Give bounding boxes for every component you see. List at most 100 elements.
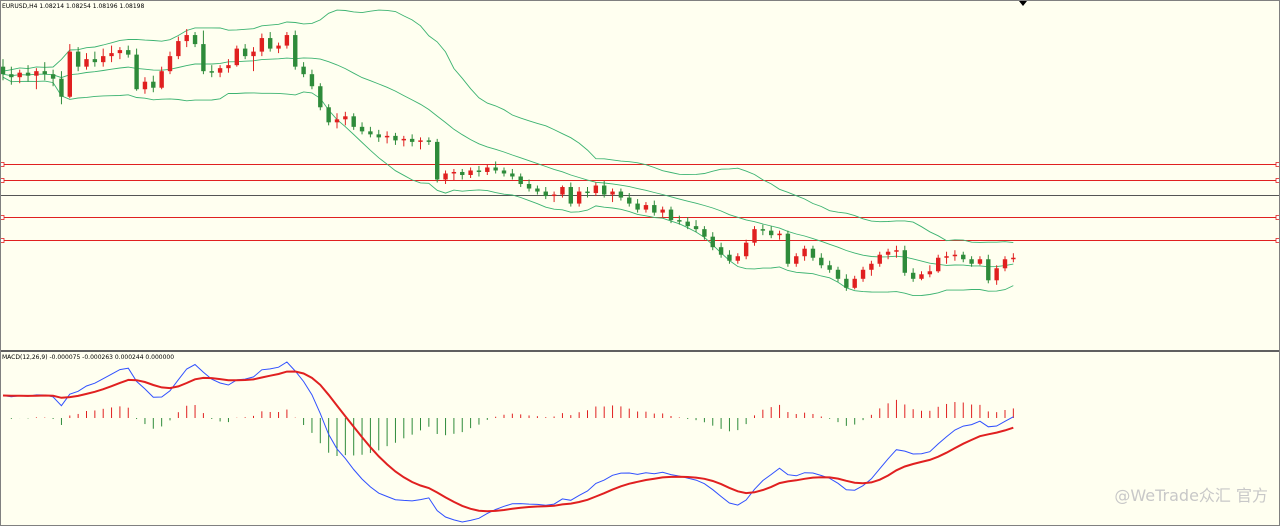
candle-body bbox=[426, 140, 432, 142]
candle-body bbox=[652, 205, 657, 213]
candle-body bbox=[602, 185, 607, 195]
candle-body bbox=[501, 170, 507, 174]
candle-body bbox=[952, 254, 958, 257]
candle-body bbox=[418, 140, 423, 142]
candle-body bbox=[159, 71, 164, 88]
candle-body bbox=[785, 233, 791, 264]
level-handle-left bbox=[0, 238, 5, 243]
candle-body bbox=[42, 71, 47, 75]
candle-body bbox=[435, 141, 440, 180]
candle-body bbox=[67, 51, 72, 97]
chart-shift-marker[interactable] bbox=[1019, 1, 1027, 6]
candle-body bbox=[17, 72, 22, 78]
candle-body bbox=[877, 254, 882, 264]
candle-body bbox=[259, 38, 265, 52]
candle-body bbox=[59, 78, 64, 97]
candle-body bbox=[334, 119, 340, 123]
candle-body bbox=[1011, 257, 1016, 260]
candle-body bbox=[894, 250, 899, 252]
candle-body bbox=[794, 256, 799, 264]
level-handle-left bbox=[0, 162, 5, 167]
candle-body bbox=[610, 191, 615, 195]
candle-body bbox=[476, 170, 482, 172]
candle-body bbox=[1002, 259, 1008, 269]
candle-body bbox=[101, 56, 106, 63]
macd-indicator-label: MACD(12,26,9) -0.000075 -0.000263 0.0002… bbox=[2, 354, 175, 361]
candle-body bbox=[660, 209, 665, 213]
candle-body bbox=[585, 191, 590, 194]
candle-body bbox=[151, 81, 156, 88]
candle-body bbox=[927, 271, 933, 275]
candle-body bbox=[75, 51, 81, 67]
candle-body bbox=[568, 187, 573, 204]
price-pane[interactable] bbox=[0, 9, 1280, 297]
candle-body bbox=[936, 257, 941, 272]
candle-body bbox=[217, 68, 223, 73]
candle-body bbox=[810, 248, 816, 258]
macd-main-line bbox=[2, 361, 1014, 523]
bollinger-lower-band bbox=[2, 76, 1014, 297]
candle-body bbox=[460, 171, 465, 175]
candle-body bbox=[760, 229, 766, 231]
candle-body bbox=[192, 35, 198, 45]
candle-body bbox=[944, 256, 949, 258]
candle-body bbox=[226, 65, 231, 69]
candle-body bbox=[359, 126, 365, 132]
candle-body bbox=[827, 265, 832, 270]
candle-body bbox=[117, 50, 123, 54]
candle-body bbox=[451, 171, 457, 174]
candle-body bbox=[593, 185, 599, 194]
candle-body bbox=[551, 194, 557, 197]
candle-body bbox=[919, 274, 924, 279]
candle-body bbox=[0, 66, 6, 75]
candle-body bbox=[702, 229, 707, 237]
candle-body bbox=[401, 138, 406, 141]
candle-body bbox=[802, 248, 807, 257]
candle-body bbox=[409, 138, 415, 142]
candle-body bbox=[819, 257, 824, 266]
candle-body bbox=[543, 191, 548, 197]
candle-body bbox=[485, 167, 490, 172]
candle-body bbox=[301, 66, 306, 75]
symbol-ohlc-label: EURUSD,H4 1.08214 1.08254 1.08196 1.0819… bbox=[2, 3, 145, 10]
candle-body bbox=[510, 173, 515, 177]
candle-body bbox=[869, 263, 874, 270]
candle-body bbox=[176, 41, 181, 57]
candle-body bbox=[727, 254, 732, 261]
candle-body bbox=[844, 278, 849, 288]
candle-body bbox=[685, 221, 690, 227]
candle-body bbox=[309, 74, 315, 87]
candle-body bbox=[752, 229, 757, 243]
macd-signal-line bbox=[2, 370, 1014, 513]
candle-body bbox=[134, 54, 139, 90]
candle-body bbox=[969, 259, 974, 264]
candle-body bbox=[109, 53, 114, 57]
candle-body bbox=[25, 72, 31, 76]
bollinger-middle-band bbox=[2, 57, 1014, 268]
candle-body bbox=[526, 184, 532, 189]
level-handle-right bbox=[1275, 215, 1280, 220]
candle-body bbox=[769, 230, 774, 236]
candle-body bbox=[234, 48, 239, 66]
candle-body bbox=[167, 56, 173, 72]
candle-body bbox=[718, 247, 724, 255]
macd-pane[interactable] bbox=[2, 361, 1014, 523]
candle-body bbox=[84, 59, 89, 67]
candle-body bbox=[986, 259, 991, 281]
candle-body bbox=[885, 251, 891, 255]
candle-body bbox=[902, 250, 907, 273]
candle-body bbox=[677, 220, 682, 222]
candle-body bbox=[627, 197, 632, 204]
candle-body bbox=[735, 256, 740, 261]
candle-body bbox=[184, 35, 189, 42]
candle-body bbox=[34, 71, 39, 76]
candle-body bbox=[293, 35, 298, 67]
candle-body bbox=[860, 269, 866, 279]
candle-body bbox=[910, 272, 916, 279]
candle-body bbox=[852, 278, 857, 288]
level-handle-right bbox=[1275, 238, 1280, 243]
level-handle-right bbox=[1275, 162, 1280, 167]
